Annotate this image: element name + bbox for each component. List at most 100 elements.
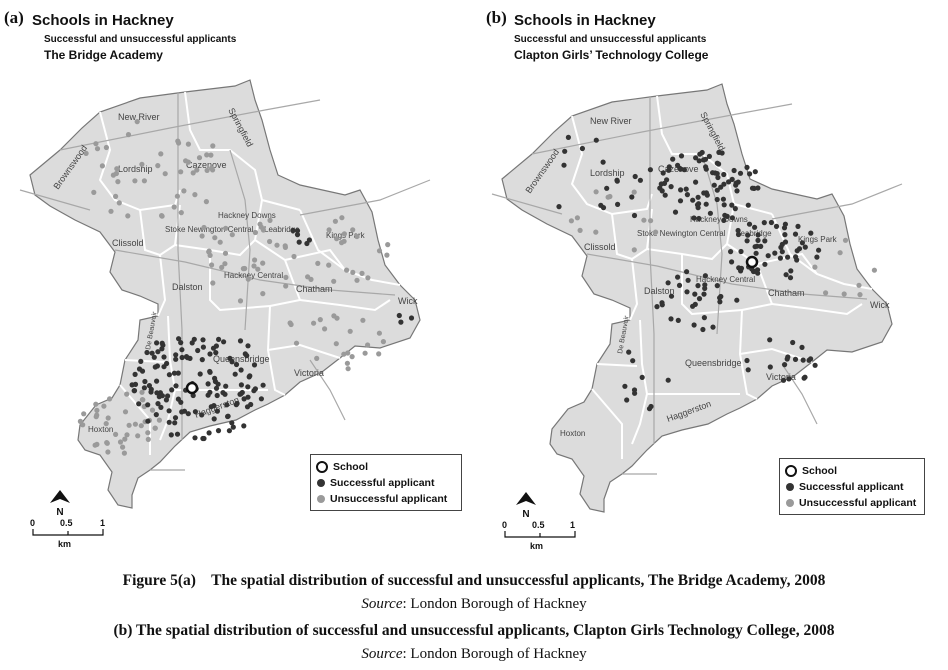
source-text: : London Borough of Hackney [402, 596, 587, 612]
unsuccessful-applicant-dot [593, 229, 599, 235]
successful-applicant-dot [658, 181, 664, 187]
successful-applicant-dot [670, 156, 676, 162]
successful-applicant-dot [205, 381, 211, 387]
unsuccessful-applicant-dot [380, 339, 386, 345]
scale-tick-05: 0.5 [532, 520, 545, 530]
unsuccessful-applicant-dot [641, 217, 647, 223]
ward-boundary [738, 309, 758, 400]
successful-applicant-dot [701, 315, 707, 321]
successful-applicant-dot [767, 364, 773, 370]
ward-label: Hackney Central [224, 271, 283, 280]
unsuccessful-applicant-dot [359, 270, 365, 276]
successful-applicant-dot [724, 213, 730, 219]
unsuccessful-applicant-dot [350, 269, 356, 275]
successful-applicant-dot [701, 291, 707, 297]
unsuccessful-applicant-dot [138, 423, 144, 429]
successful-applicant-dot [684, 192, 690, 198]
successful-applicant-dot [154, 390, 160, 396]
successful-applicant-dot [169, 387, 175, 393]
unsuccessful-applicant-dot [94, 407, 100, 413]
unsuccessful-applicant-dot [317, 317, 323, 323]
successful-applicant-dot [675, 274, 681, 280]
successful-applicant-dot [165, 393, 171, 399]
successful-applicant-dot [220, 390, 226, 396]
successful-applicant-dot [604, 185, 610, 191]
successful-applicant-dot [626, 349, 632, 355]
successful-applicant-dot [785, 354, 791, 360]
successful-applicant-dot [720, 196, 726, 202]
source-text: : London Borough of Hackney [402, 646, 587, 662]
caption-text-b: (b) The spatial distribution of successf… [113, 622, 835, 639]
unsuccessful-applicant-dot [871, 267, 877, 273]
applicant-dots-b [556, 134, 877, 412]
successful-applicant-dot [696, 296, 703, 302]
ward-boundary [124, 359, 166, 363]
unsuccessful-applicant-dot [341, 238, 347, 244]
unsuccessful-applicant-dot [252, 257, 258, 263]
successful-applicant-dot [731, 167, 737, 174]
legend-b: School Successful applicant Unsuccessful… [779, 458, 925, 515]
successful-applicant-dot [758, 243, 764, 249]
successful-applicant-dot [223, 383, 229, 389]
successful-applicant-dot [693, 179, 699, 185]
successful-applicant-dot [714, 283, 720, 289]
ward-boundary [596, 363, 638, 367]
unsuccessful-applicant-dot [94, 412, 100, 418]
legend-row-successful: Successful applicant [786, 479, 918, 495]
ward-boundary [267, 343, 341, 359]
successful-applicant-dot [721, 171, 727, 178]
unsuccessful-applicant-dot [113, 193, 119, 199]
successful-applicant-dot [783, 272, 789, 278]
unsuccessful-applicant-dot [207, 252, 213, 258]
unsuccessful-applicant-dot [341, 351, 347, 357]
successful-applicant-dot [695, 205, 701, 211]
unsuccessful-applicant-dot [837, 250, 843, 256]
successful-applicant-dot [184, 355, 191, 361]
successful-applicant-dot [226, 428, 232, 434]
successful-applicant-dot [149, 350, 155, 356]
successful-applicant-dot [233, 361, 240, 368]
successful-applicant-dot [241, 396, 247, 402]
ward-boundary [726, 243, 774, 311]
successful-applicant-dot [744, 357, 750, 364]
successful-applicant-dot [154, 378, 160, 384]
unsuccessful-applicant-dot [314, 355, 320, 361]
successful-applicant-dot [683, 186, 689, 192]
unsuccessful-applicant-dot [334, 236, 340, 242]
unsuccessful-applicant-dot [331, 278, 337, 284]
successful-applicant-dot [660, 170, 666, 176]
successful-applicant-dot [245, 343, 251, 349]
unsuccessful-applicant-dot [333, 341, 339, 347]
successful-applicant-dot [808, 230, 814, 236]
successful-applicant-dot [237, 338, 244, 344]
legend-successful-label: Successful applicant [330, 477, 435, 489]
successful-applicant-dot [747, 171, 753, 177]
successful-applicant-dot [721, 202, 727, 208]
unsuccessful-applicant-dot [83, 150, 89, 156]
unsuccessful-applicant-dot [362, 350, 368, 356]
ward-boundary [209, 250, 271, 312]
successful-applicant-dot [260, 382, 266, 388]
successful-applicant-dot [702, 273, 708, 279]
ward-boundary [157, 254, 167, 317]
successful-applicant-dot [192, 435, 198, 441]
successful-applicant-dot [207, 351, 213, 357]
successful-applicant-dot [737, 170, 744, 176]
scale-line [504, 531, 576, 538]
unsuccessful-applicant-dot [331, 313, 337, 319]
successful-applicant-dot [697, 151, 703, 157]
successful-applicant-dot [562, 148, 568, 154]
successful-applicant-dot [746, 221, 753, 227]
unsuccessful-applicant-dot [251, 263, 257, 269]
successful-applicant-dot [141, 385, 147, 391]
north-label: N [522, 509, 530, 520]
unsuccessful-applicant-dot [260, 291, 266, 297]
successful-applicant-dot [247, 373, 253, 379]
successful-applicant-dot [244, 404, 251, 410]
successful-applicant-dot [600, 159, 606, 165]
unsuccessful-applicant-dot [341, 231, 347, 237]
unsuccessful-applicant-dot [209, 262, 215, 268]
successful-applicant-dot [665, 280, 671, 286]
successful-applicant-dot [155, 401, 161, 407]
ward-label: New River [590, 116, 632, 126]
